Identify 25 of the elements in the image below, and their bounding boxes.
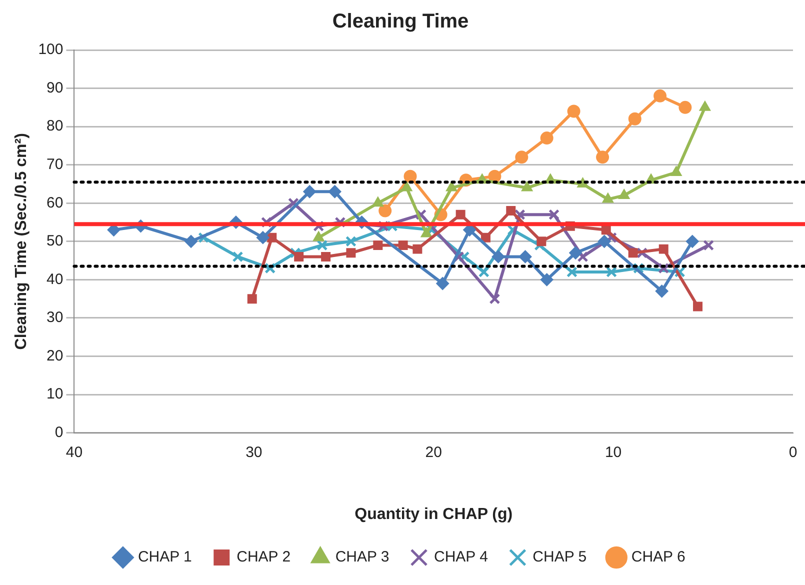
chart-title: Cleaning Time [332,10,469,33]
x-tick-label: 30 [246,444,262,461]
x-tick-label: 0 [788,444,798,461]
legend-label: CHAP 3 [335,548,390,566]
x-axis-title: Quantity in CHAP (g) [354,506,513,523]
legend-label: CHAP 1 [138,548,192,566]
legend-label: CHAP 2 [236,548,291,566]
x-tick-label: 40 [66,444,83,461]
y-tick-label: 10 [46,386,64,403]
y-axis-title: Cleaning Time (Sec./0.5 cm²) [13,133,30,350]
y-tick-label: 50 [46,232,64,250]
legend-label: CHAP 4 [434,548,488,566]
y-tick-label: 60 [46,194,64,212]
x-tick-label: 10 [604,444,622,461]
y-tick-label: 20 [46,347,64,364]
y-tick-label: 100 [38,41,64,58]
y-tick-label: 80 [46,118,64,135]
y-tick-label: 40 [46,270,64,288]
x-tick-label: 20 [425,444,442,461]
legend-label: CHAP 6 [631,548,686,566]
y-tick-label: 0 [54,424,64,441]
y-tick-label: 30 [46,309,64,326]
y-tick-label: 90 [46,79,64,96]
legend-label: CHAP 5 [532,548,587,566]
y-tick-label: 70 [46,156,64,173]
